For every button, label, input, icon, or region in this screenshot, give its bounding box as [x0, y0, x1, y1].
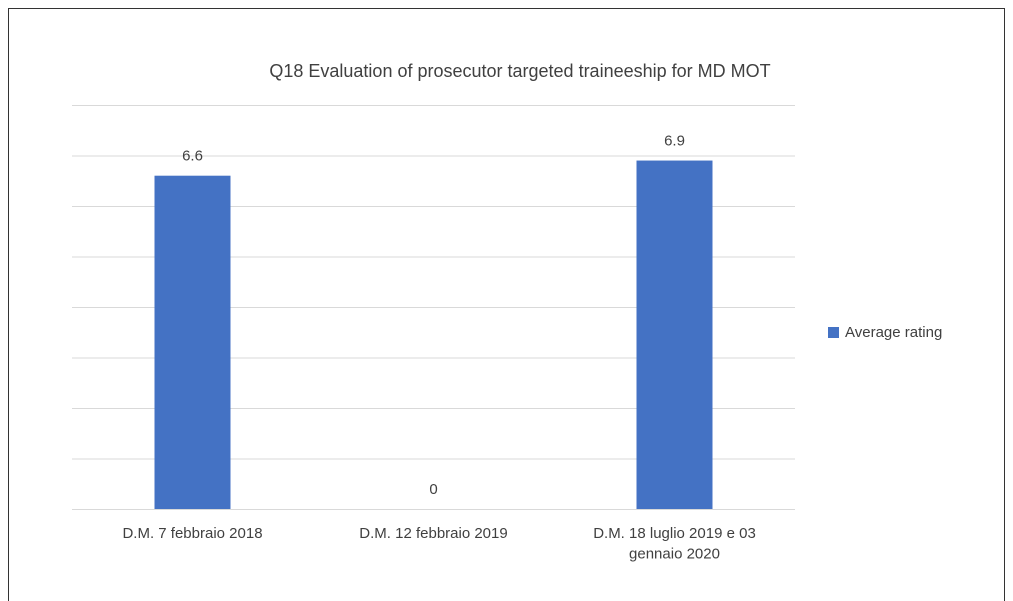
legend-label: Average rating	[845, 324, 942, 341]
legend-swatch	[828, 327, 839, 338]
data-label: 0	[429, 481, 437, 498]
bar	[154, 175, 231, 509]
data-label: 6.9	[664, 133, 685, 150]
x-tick-label: D.M. 18 luglio 2019 e 03 gennaio 2020	[593, 525, 756, 562]
x-tick-label: D.M. 12 febbraio 2019	[359, 525, 507, 542]
data-label: 6.6	[182, 148, 203, 165]
bar	[636, 160, 713, 510]
x-tick-label: D.M. 7 febbraio 2018	[122, 525, 262, 542]
chart-title: Q18 Evaluation of prosecutor targeted tr…	[269, 61, 770, 81]
